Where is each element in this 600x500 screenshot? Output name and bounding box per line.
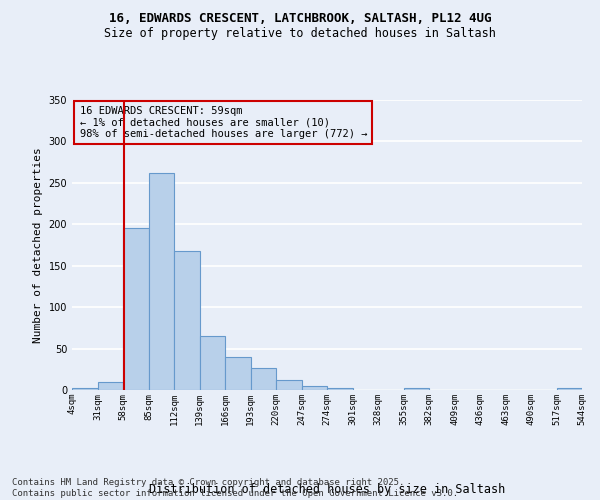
- Text: Size of property relative to detached houses in Saltash: Size of property relative to detached ho…: [104, 28, 496, 40]
- Text: 16, EDWARDS CRESCENT, LATCHBROOK, SALTASH, PL12 4UG: 16, EDWARDS CRESCENT, LATCHBROOK, SALTAS…: [109, 12, 491, 26]
- X-axis label: Distribution of detached houses by size in Saltash: Distribution of detached houses by size …: [149, 484, 505, 496]
- Bar: [404, 388, 429, 390]
- Text: 16 EDWARDS CRESCENT: 59sqm
← 1% of detached houses are smaller (10)
98% of semi-: 16 EDWARDS CRESCENT: 59sqm ← 1% of detac…: [80, 106, 367, 139]
- Bar: [327, 388, 353, 390]
- Y-axis label: Number of detached properties: Number of detached properties: [33, 147, 43, 343]
- Bar: [123, 228, 149, 390]
- Bar: [276, 380, 302, 390]
- Bar: [302, 386, 327, 390]
- Bar: [72, 388, 97, 390]
- Bar: [200, 336, 225, 390]
- Bar: [225, 357, 251, 390]
- Bar: [174, 251, 199, 390]
- Text: Contains HM Land Registry data © Crown copyright and database right 2025.
Contai: Contains HM Land Registry data © Crown c…: [12, 478, 458, 498]
- Bar: [557, 388, 582, 390]
- Bar: [251, 368, 276, 390]
- Bar: [98, 382, 123, 390]
- Bar: [149, 173, 174, 390]
